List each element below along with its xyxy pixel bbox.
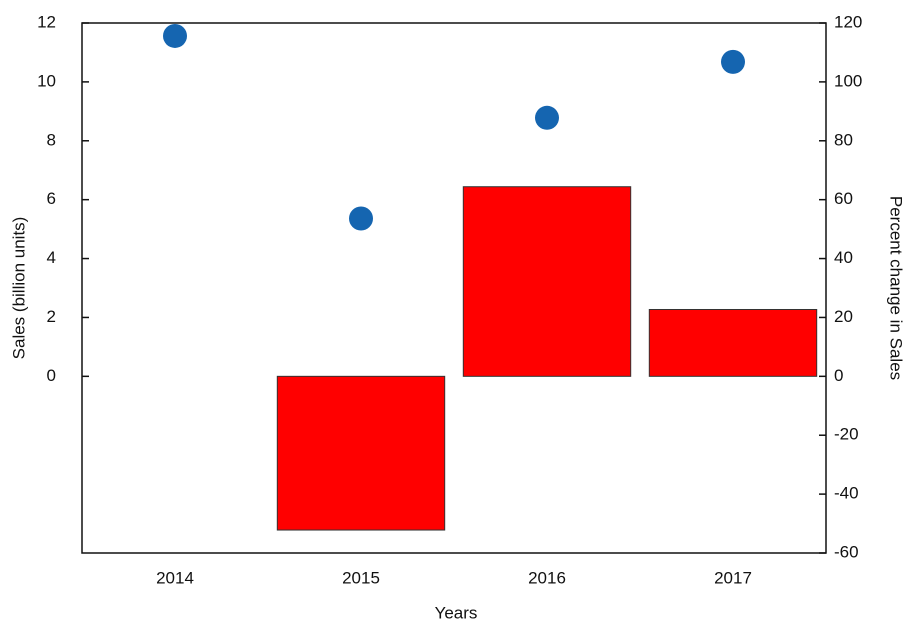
point: [535, 105, 559, 130]
x-tick-label: 2016: [528, 568, 566, 587]
y-tick-label: 4: [47, 248, 56, 267]
y2-tick-label: -40: [834, 484, 859, 503]
y-tick-label: 2: [47, 307, 56, 326]
y2-tick-label: 60: [834, 189, 853, 208]
bar: [462, 186, 632, 377]
y2-tick-label: 20: [834, 307, 853, 326]
y2-axis-title: Percent change in Sales: [887, 196, 906, 380]
y2-tick-label: 40: [834, 248, 853, 267]
x-tick-label: 2017: [714, 568, 752, 587]
y-tick-label: 6: [47, 189, 56, 208]
point: [163, 23, 187, 48]
y2-tick-label: -60: [834, 542, 859, 561]
x-tick-label: 2015: [342, 568, 380, 587]
y-tick-label: 8: [47, 130, 56, 149]
y-tick-label: 10: [37, 71, 56, 90]
bar: [276, 375, 446, 531]
y2-tick-label: -20: [834, 425, 859, 444]
bar: [648, 308, 818, 377]
point: [721, 49, 745, 74]
x-tick-label: 2014: [156, 568, 194, 587]
y2-tick-label: 120: [834, 12, 862, 31]
plot-frame: [81, 22, 827, 554]
point: [349, 206, 373, 231]
y2-tick-label: 0: [834, 366, 843, 385]
y-tick-label: 12: [37, 12, 56, 31]
y2-tick-label: 80: [834, 130, 853, 149]
y-tick-label: 0: [47, 366, 56, 385]
y-axis-title: Sales (billion units): [9, 217, 28, 360]
x-axis-title: Years: [435, 603, 478, 622]
y2-tick-label: 100: [834, 71, 862, 90]
